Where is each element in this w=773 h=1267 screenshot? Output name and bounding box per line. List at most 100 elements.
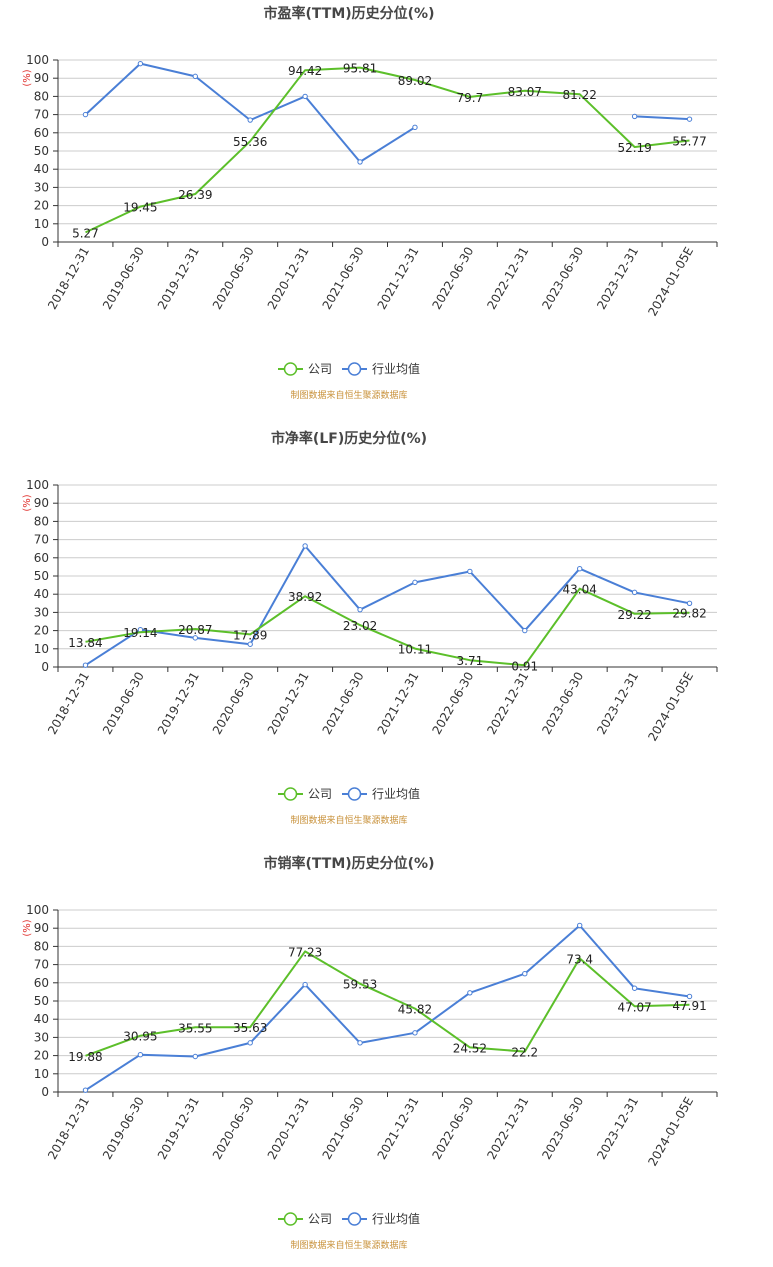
data-label: 23.02: [343, 619, 377, 633]
data-label: 3.71: [457, 654, 484, 668]
x-tick-label: 2019-12-31: [155, 670, 202, 737]
source-note: 制图数据来自恒生聚源数据库: [290, 1239, 407, 1251]
legend-company-label[interactable]: 公司: [308, 1212, 332, 1226]
y-tick-label: 100: [26, 53, 49, 67]
legend-industry-label[interactable]: 行业均值: [372, 361, 420, 376]
y-tick-label: 40: [34, 1012, 49, 1026]
industry-point: [82, 111, 89, 118]
industry-point: [247, 1040, 253, 1046]
legend-industry-marker: [347, 787, 362, 801]
y-tick-label: 100: [26, 478, 49, 492]
legend[interactable]: 公司 行业均值: [278, 786, 420, 801]
legend-industry-label[interactable]: 行业均值: [372, 1211, 420, 1226]
data-label: 52.19: [617, 141, 651, 155]
x-tick-label: 2024-01-05E: [645, 245, 696, 319]
industry-point: [467, 568, 473, 575]
data-label: 47.91: [672, 999, 706, 1013]
x-tick-label: 2021-12-31: [375, 245, 422, 312]
y-tick-label: 80: [34, 514, 49, 528]
data-label: 29.82: [672, 607, 706, 621]
y-unit-label: (%): [22, 69, 33, 86]
data-label: 13.84: [68, 636, 102, 650]
x-tick-label: 2022-12-31: [484, 670, 531, 737]
data-label: 38.92: [288, 590, 322, 604]
y-unit-label: (%): [22, 919, 33, 936]
legend[interactable]: 公司 行业均值: [278, 1211, 420, 1226]
legend-company-marker: [283, 787, 298, 801]
legend-company-marker: [283, 1212, 298, 1226]
y-tick-label: 70: [34, 108, 49, 122]
industry-point: [577, 566, 583, 572]
x-tick-label: 2018-12-31: [45, 670, 92, 737]
industry-point: [467, 990, 473, 996]
data-label: 35.55: [178, 1021, 212, 1035]
y-tick-label: 30: [34, 605, 49, 619]
industry-point: [412, 124, 418, 131]
data-label: 55.77: [672, 134, 706, 148]
industry-point: [686, 116, 693, 122]
industry-point: [302, 93, 308, 100]
data-label: 35.63: [233, 1021, 267, 1035]
x-tick-label: 2018-12-31: [45, 1095, 92, 1162]
chart-1: 市盈率(TTM)历史分位(%) (%) 0 10 20 30 40 50 60 70 80 90 100…: [22, 5, 718, 401]
y-tick-label: 20: [34, 199, 49, 213]
y-tick-label: 20: [34, 1049, 49, 1063]
x-tick-label: 2023-12-31: [594, 245, 641, 312]
x-tick-label: 2020-06-30: [210, 1095, 257, 1162]
industry-point: [412, 579, 418, 586]
y-tick-label: 0: [41, 235, 49, 249]
industry-point: [631, 985, 638, 991]
y-tick-label: 50: [34, 569, 49, 583]
data-label: 45.82: [398, 1003, 432, 1017]
x-tick-label: 2021-06-30: [320, 245, 367, 312]
industry-point: [82, 662, 89, 668]
x-tick-label: 2021-06-30: [320, 1095, 367, 1162]
industry-point: [357, 1040, 363, 1046]
data-label: 19.45: [123, 201, 157, 215]
chart-title: 市盈率(TTM)历史分位(%): [264, 5, 435, 22]
y-tick-label: 60: [34, 551, 49, 565]
data-label: 0.91: [511, 659, 538, 673]
data-label: 43.04: [563, 583, 597, 597]
data-label: 30.95: [123, 1030, 157, 1044]
industry-point: [686, 600, 693, 606]
data-label: 77.23: [288, 945, 322, 959]
industry-point: [137, 60, 144, 67]
industry-point: [522, 627, 528, 634]
source-note: 制图数据来自恒生聚源数据库: [290, 389, 407, 401]
y-tick-label: 10: [34, 217, 49, 231]
data-label: 22.2: [511, 1046, 538, 1060]
x-tick-label: 2023-12-31: [594, 1095, 641, 1162]
x-tick-label: 2022-12-31: [484, 1095, 531, 1162]
x-tick-label: 2019-06-30: [100, 1095, 147, 1162]
y-tick-label: 30: [34, 180, 49, 194]
legend-industry-marker: [347, 362, 362, 376]
x-tick-label: 2021-12-31: [375, 1095, 422, 1162]
legend-company-marker: [283, 362, 298, 376]
industry-point: [522, 971, 528, 977]
legend-company-label[interactable]: 公司: [308, 362, 332, 376]
chart-2: 市净率(LF)历史分位(%) (%) 0 10 20 30 40 50 60 70 80 90 100 2…: [22, 430, 718, 826]
x-tick-label: 2022-12-31: [484, 245, 531, 312]
y-tick-label: 10: [34, 1067, 49, 1081]
x-tick-label: 2020-12-31: [265, 1095, 312, 1162]
source-note: 制图数据来自恒生聚源数据库: [290, 814, 407, 826]
industry-point: [82, 1087, 89, 1093]
legend[interactable]: 公司 行业均值: [278, 361, 420, 376]
y-tick-label: 20: [34, 624, 49, 638]
x-tick-label: 2022-06-30: [429, 245, 476, 312]
data-label: 26.39: [178, 188, 212, 202]
series-line-company: [85, 950, 690, 1057]
industry-point: [192, 1053, 198, 1060]
y-tick-label: 90: [34, 496, 49, 510]
x-tick-label: 2020-06-30: [210, 245, 257, 312]
data-label: 73.4: [566, 952, 593, 966]
industry-point: [357, 159, 363, 165]
legend-industry-label[interactable]: 行业均值: [372, 786, 420, 801]
x-tick-label: 2023-06-30: [539, 245, 586, 312]
series-line-company: [85, 587, 690, 667]
legend-company-label[interactable]: 公司: [308, 787, 332, 801]
industry-point: [302, 981, 308, 988]
chart-title: 市净率(LF)历史分位(%): [271, 430, 427, 447]
y-unit-label: (%): [22, 494, 33, 511]
